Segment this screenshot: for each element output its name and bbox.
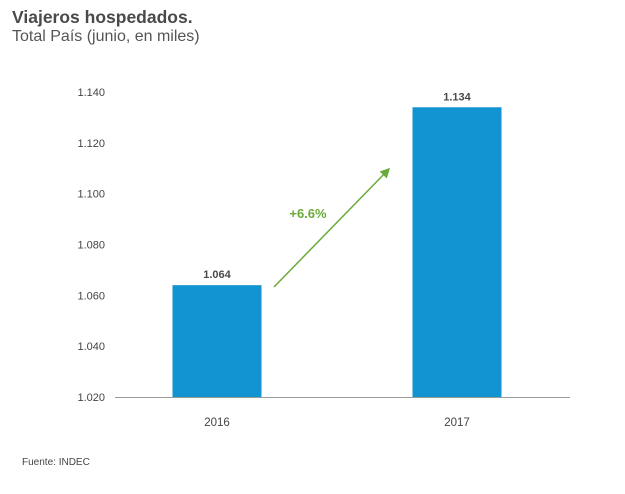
- y-tick-label: 1.020: [77, 392, 105, 404]
- y-tick-label: 1.060: [77, 290, 105, 302]
- data-label-2016: 1.064: [203, 269, 231, 281]
- x-tick-label-2017: 2017: [444, 417, 470, 429]
- bar-2017: [412, 107, 502, 397]
- data-label-2017: 1.134: [443, 91, 471, 103]
- chart-title: Viajeros hospedados.: [12, 7, 193, 27]
- x-tick-label-2016: 2016: [204, 417, 230, 429]
- growth-arrow: [273, 167, 391, 288]
- y-tick-label: 1.140: [77, 87, 105, 99]
- bar-2016: [172, 285, 262, 397]
- source-note: Fuente: INDEC: [22, 457, 90, 468]
- chart-subtitle: Total País (junio, en miles): [12, 28, 200, 45]
- y-tick-label: 1.120: [77, 138, 105, 150]
- y-tick-label: 1.040: [77, 341, 105, 353]
- y-tick-label: 1.100: [77, 189, 105, 201]
- y-tick-label: 1.080: [77, 240, 105, 252]
- growth-annotation: +6.6%: [289, 206, 327, 221]
